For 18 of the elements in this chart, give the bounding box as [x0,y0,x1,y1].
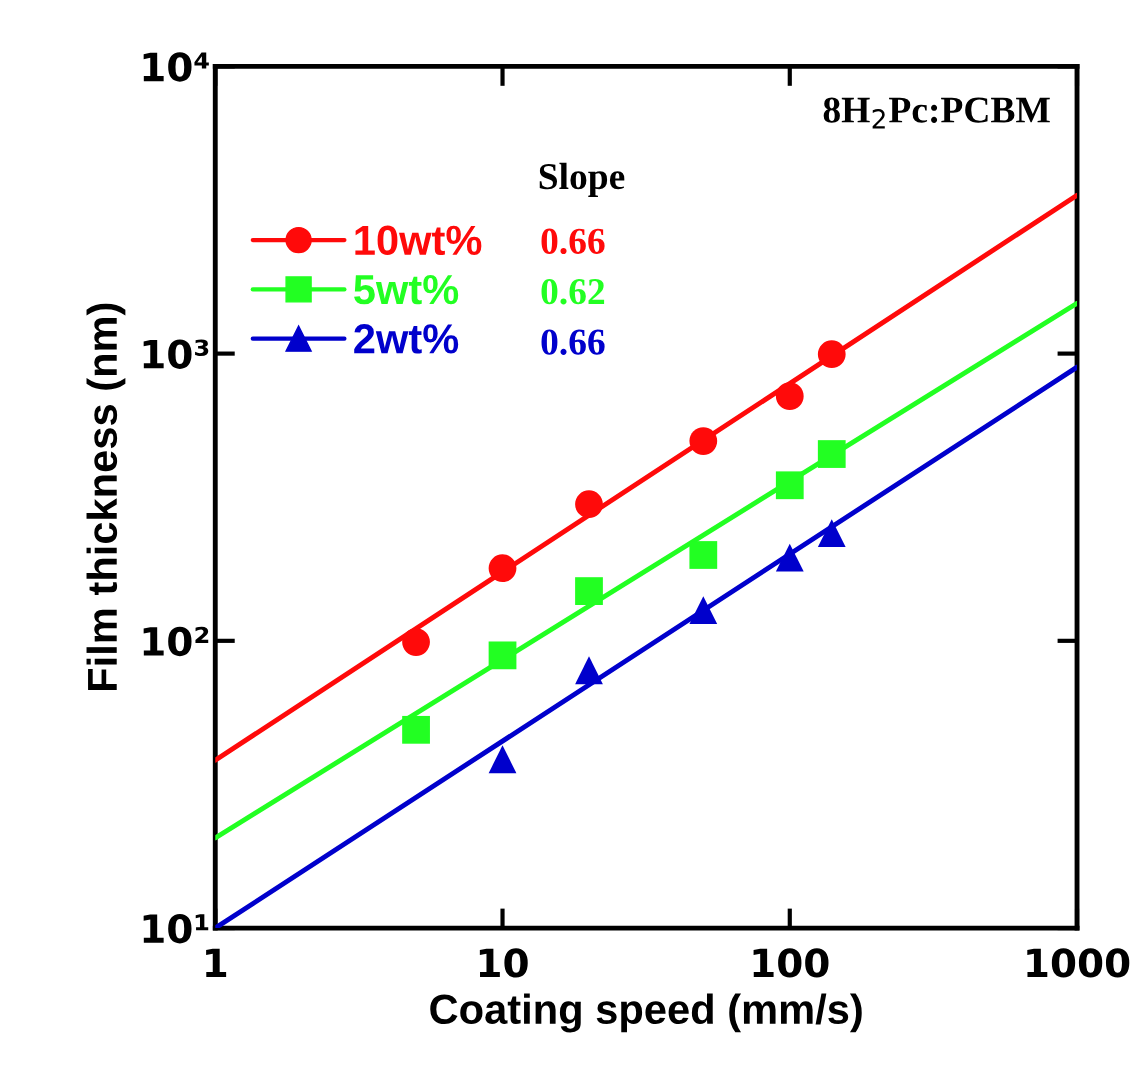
x-axis-title: Coating speed (mm/s) [430,993,862,1033]
y-tick-label: 10⁴ [143,52,209,82]
text: 8H$_{2}$Pc:PCBM [823,97,1050,129]
y-axis-title: Film thickness (nm) [86,303,126,691]
annotation: 0.62 [541,279,605,305]
legend-label: 5wt% [354,274,459,305]
annotation: 0.66 [541,329,605,355]
x-tick-label: 100 [753,948,829,978]
legend-label: 10wt% [355,225,482,256]
legend-label: 2wt% [354,324,459,354]
x-tick-label: 1000 [1027,948,1130,978]
x-tick-label: 10 [479,948,528,978]
x-tick-label: 1 [206,948,227,978]
y-tick-label: 10³ [143,339,209,369]
y-tick-label: 10¹ [143,913,209,944]
y-tick-label: 10² [143,626,209,657]
legend-title: Slope [539,162,625,197]
annotation: 0.66 [541,228,605,255]
